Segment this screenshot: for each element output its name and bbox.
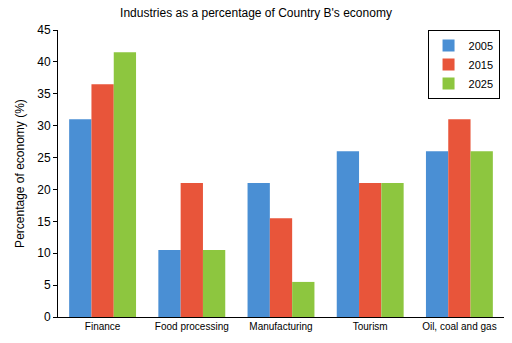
svg-text:2015: 2015 [469, 59, 493, 71]
svg-text:40: 40 [37, 55, 51, 69]
svg-text:2025: 2025 [469, 78, 493, 90]
svg-text:Tourism: Tourism [353, 321, 388, 332]
svg-text:Oil, coal and gas: Oil, coal and gas [422, 321, 497, 332]
svg-text:Finance: Finance [85, 321, 121, 332]
svg-text:Manufacturing: Manufacturing [249, 321, 312, 332]
svg-text:25: 25 [37, 151, 51, 165]
svg-text:Food processing: Food processing [155, 321, 229, 332]
svg-text:0: 0 [44, 310, 51, 324]
svg-text:5: 5 [44, 278, 51, 292]
svg-text:2005: 2005 [469, 40, 493, 52]
svg-text:20: 20 [37, 183, 51, 197]
svg-text:30: 30 [37, 119, 51, 133]
svg-text:Percentage of economy (%): Percentage of economy (%) [13, 99, 27, 248]
svg-text:10: 10 [37, 246, 51, 260]
svg-text:Industries as a percentage of: Industries as a percentage of Country B'… [120, 6, 392, 20]
svg-text:35: 35 [37, 87, 51, 101]
svg-text:45: 45 [37, 23, 51, 37]
svg-text:15: 15 [37, 215, 51, 229]
